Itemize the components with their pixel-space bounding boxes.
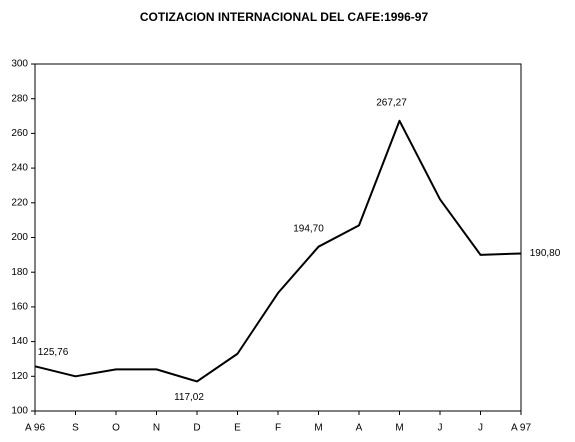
x-tick-label: O: [112, 423, 120, 434]
x-tick-label: A 97: [511, 423, 531, 434]
y-tick-label: 140: [11, 336, 28, 347]
y-tick-label: 220: [11, 197, 28, 208]
x-tick-label: J: [438, 423, 443, 434]
value-label: 190,80: [530, 248, 561, 259]
line-series: [34, 119, 522, 383]
x-tick-label: F: [275, 423, 281, 434]
y-tick-label: 260: [11, 128, 28, 139]
chart-title: COTIZACION INTERNACIONAL DEL CAFE:1996-9…: [140, 10, 429, 24]
y-tick-label: 200: [11, 232, 28, 243]
y-tick-label: 120: [11, 371, 28, 382]
x-tick-label: N: [153, 423, 160, 434]
y-tick-label: 100: [11, 406, 28, 417]
x-tick-label: A: [356, 423, 363, 434]
x-tick-label: S: [72, 423, 79, 434]
value-label: 194,70: [293, 223, 324, 234]
x-tick-label: A 96: [25, 423, 45, 434]
y-tick-label: 300: [11, 59, 28, 70]
value-label: 117,02: [174, 392, 204, 403]
value-label: 267,27: [376, 97, 407, 108]
x-tick-label: J: [478, 423, 483, 434]
x-tick-label: M: [395, 423, 403, 434]
x-tick-label: D: [193, 423, 200, 434]
y-tick-label: 180: [11, 267, 28, 278]
y-tick-label: 160: [11, 302, 28, 313]
value-label: 125,76: [38, 347, 69, 358]
y-tick-label: 240: [11, 163, 28, 174]
plot-area: [34, 63, 522, 412]
y-tick-label: 280: [11, 93, 28, 104]
x-tick-label: M: [314, 423, 322, 434]
x-tick-label: E: [234, 423, 241, 434]
